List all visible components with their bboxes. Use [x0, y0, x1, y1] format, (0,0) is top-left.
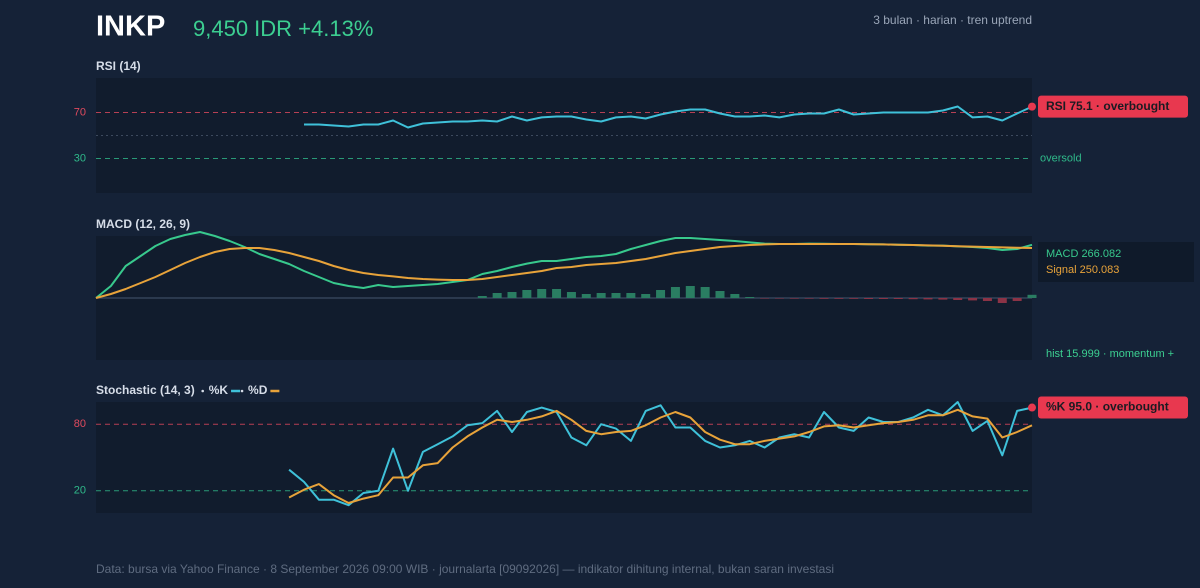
value-box-line: MACD 266.082	[1046, 248, 1121, 260]
ticker: INKP	[96, 11, 165, 43]
histogram-bar	[566, 292, 576, 298]
histogram-bar	[715, 291, 725, 298]
histogram-bar	[745, 297, 755, 298]
histogram-bar	[641, 294, 651, 298]
panel-title: RSI (14)	[96, 59, 141, 73]
series-line	[288, 401, 1033, 507]
histogram-bar	[626, 293, 636, 298]
footer: Data: bursa via Yahoo Finance · 8 Septem…	[96, 562, 834, 576]
histogram-bar	[938, 298, 948, 300]
legend-separator	[201, 389, 205, 393]
histogram-bar	[700, 287, 710, 298]
histogram-bar	[1012, 298, 1022, 301]
histogram-note: hist 15.999 · momentum +	[1046, 348, 1174, 360]
histogram-bar	[596, 293, 606, 298]
histogram-bar	[730, 294, 740, 298]
histogram-bar	[507, 292, 517, 298]
histogram-bar	[893, 298, 903, 299]
histogram-bar	[878, 298, 888, 299]
panel-title: Stochastic (14, 3)	[96, 383, 195, 397]
badge-bg	[1038, 396, 1188, 419]
histogram-bar	[953, 298, 963, 300]
y-tick-label: 80	[74, 418, 86, 430]
histogram-bar	[834, 298, 844, 299]
histogram-bar	[685, 286, 695, 298]
histogram-bar	[656, 290, 666, 298]
y-tick-label: 20	[74, 485, 86, 497]
histogram-bar	[968, 298, 978, 301]
series-line	[304, 105, 1033, 129]
badge-bg	[1038, 95, 1188, 118]
histogram-bar	[581, 294, 591, 298]
histogram-bar	[923, 298, 933, 300]
series-line	[95, 243, 1033, 299]
panel-title: MACD (12, 26, 9)	[96, 217, 190, 231]
histogram-bar	[1027, 294, 1037, 298]
last-point-dot	[1028, 102, 1036, 111]
histogram-bar	[789, 298, 799, 299]
histogram-bar	[522, 290, 532, 298]
badge-text: RSI 75.1 · overbought	[1046, 99, 1169, 113]
y-tick-label: 30	[74, 152, 86, 164]
histogram-bar	[849, 298, 859, 299]
value-box-line: Signal 250.083	[1046, 264, 1119, 276]
legend-label: %D	[248, 383, 268, 397]
subtitle: 3 bulan · harian · tren uptrend	[873, 13, 1032, 27]
plot-area	[96, 402, 1032, 513]
price: 9,450 IDR +4.13%	[193, 16, 373, 41]
histogram-bar	[670, 287, 680, 298]
value-box	[1038, 242, 1194, 282]
histogram-bar	[760, 298, 770, 299]
histogram-bar	[774, 298, 784, 299]
histogram-bar	[819, 298, 829, 299]
histogram-bar	[908, 298, 918, 300]
y-tick-label: 70	[74, 106, 86, 118]
histogram-bar	[611, 293, 621, 298]
histogram-bar	[477, 296, 487, 298]
histogram-bar	[982, 298, 992, 301]
histogram-bar	[997, 298, 1007, 303]
histogram-bar	[492, 293, 502, 298]
last-point-dot	[1028, 403, 1036, 412]
histogram-bar	[537, 289, 547, 298]
histogram-bar	[804, 298, 814, 299]
histogram-bar	[552, 289, 562, 298]
level-annotation: oversold	[1040, 152, 1082, 164]
badge-text: %K 95.0 · overbought	[1046, 400, 1169, 414]
legend-separator	[240, 389, 244, 393]
series-line	[288, 408, 1033, 504]
legend-label: %K	[209, 383, 229, 397]
histogram-bar	[864, 298, 874, 299]
